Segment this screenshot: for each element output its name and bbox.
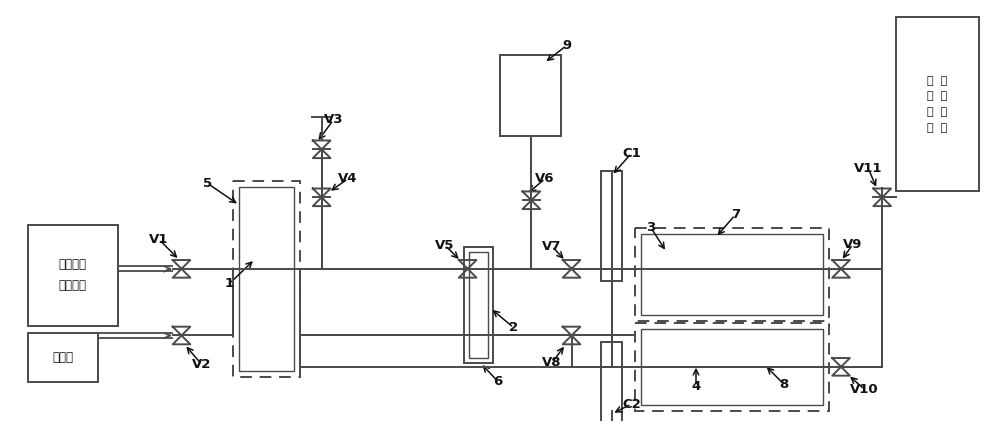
Text: 8: 8	[780, 378, 789, 391]
Text: C1: C1	[622, 147, 641, 160]
Text: V11: V11	[854, 162, 883, 176]
Text: V6: V6	[535, 172, 555, 185]
Text: 6: 6	[493, 375, 503, 388]
Bar	[601, 343, 622, 423]
Text: V10: V10	[850, 383, 879, 396]
Text: V9: V9	[843, 238, 862, 251]
Bar	[896, 17, 979, 191]
Text: 再生气: 再生气	[52, 351, 73, 363]
Bar	[635, 323, 829, 411]
Bar	[464, 247, 493, 363]
Bar	[469, 252, 488, 358]
Text: V5: V5	[435, 239, 455, 252]
Bar	[28, 225, 118, 326]
Text: C2: C2	[622, 398, 641, 411]
Bar	[233, 181, 300, 377]
Bar	[641, 234, 823, 315]
Text: 9: 9	[562, 39, 571, 52]
Text: V7: V7	[542, 240, 562, 253]
Text: 1: 1	[225, 277, 234, 290]
Bar	[500, 55, 561, 136]
Bar	[641, 329, 823, 405]
Text: 3: 3	[646, 221, 656, 234]
Text: 燃  供
料  氢
电  管
池  路: 燃 供 料 氢 电 管 池 路	[927, 76, 947, 133]
Text: V4: V4	[338, 172, 358, 185]
Text: 4: 4	[691, 380, 701, 393]
Text: 燃料电池
氢气尾气: 燃料电池 氢气尾气	[59, 258, 87, 292]
Text: V1: V1	[149, 233, 169, 246]
Bar	[635, 228, 829, 321]
Text: V2: V2	[192, 358, 212, 371]
Bar	[601, 171, 622, 280]
Text: 5: 5	[203, 177, 213, 190]
Bar	[28, 332, 98, 382]
Text: 2: 2	[509, 321, 518, 334]
Text: V8: V8	[542, 357, 562, 369]
Text: V3: V3	[324, 113, 343, 126]
Text: 7: 7	[731, 208, 740, 221]
Bar	[239, 187, 294, 371]
